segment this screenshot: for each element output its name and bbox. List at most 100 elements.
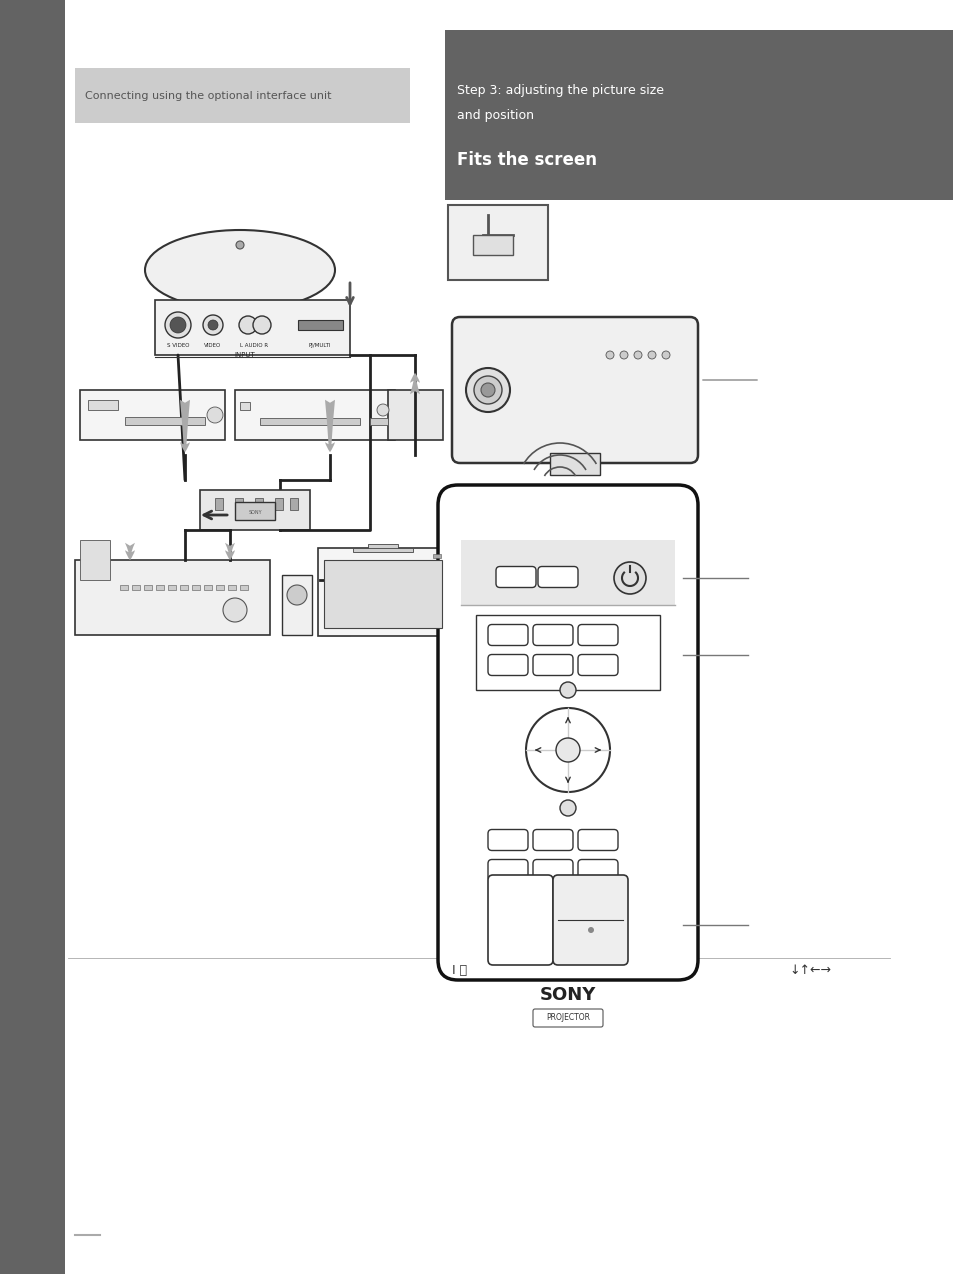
- Bar: [282, 575, 312, 634]
- FancyBboxPatch shape: [578, 624, 618, 646]
- Bar: [132, 585, 140, 590]
- Bar: [214, 498, 223, 510]
- Bar: [120, 585, 128, 590]
- Circle shape: [239, 316, 256, 334]
- FancyBboxPatch shape: [533, 655, 573, 675]
- Circle shape: [465, 368, 510, 412]
- Circle shape: [235, 241, 244, 248]
- Circle shape: [619, 352, 627, 359]
- Bar: [192, 585, 200, 590]
- Text: SONY: SONY: [248, 510, 261, 515]
- Bar: [539, 490, 609, 496]
- Bar: [550, 454, 599, 475]
- Circle shape: [165, 312, 191, 338]
- FancyBboxPatch shape: [578, 829, 618, 851]
- Bar: [156, 585, 164, 590]
- FancyBboxPatch shape: [578, 860, 618, 880]
- Bar: [368, 544, 397, 550]
- Bar: [228, 585, 235, 590]
- FancyBboxPatch shape: [533, 1009, 602, 1027]
- Bar: [88, 400, 118, 410]
- Circle shape: [605, 352, 614, 359]
- Circle shape: [207, 406, 223, 423]
- Bar: [204, 585, 212, 590]
- Bar: [240, 403, 250, 410]
- FancyBboxPatch shape: [452, 317, 698, 462]
- Text: I ⏻: I ⏻: [452, 963, 467, 976]
- Bar: [444, 31, 953, 200]
- Bar: [144, 585, 152, 590]
- Bar: [154, 299, 350, 355]
- Bar: [0, 0, 65, 1274]
- Bar: [180, 585, 188, 590]
- Bar: [260, 418, 359, 426]
- Bar: [215, 585, 224, 590]
- Ellipse shape: [145, 231, 335, 310]
- Bar: [473, 234, 513, 255]
- Bar: [297, 320, 343, 330]
- Text: S VIDEO: S VIDEO: [167, 343, 189, 348]
- FancyBboxPatch shape: [578, 655, 618, 675]
- FancyBboxPatch shape: [488, 875, 553, 964]
- Circle shape: [170, 317, 186, 333]
- Text: ↓↑←→: ↓↑←→: [788, 963, 830, 976]
- Bar: [240, 585, 248, 590]
- Circle shape: [203, 315, 223, 335]
- Bar: [274, 498, 283, 510]
- Bar: [448, 205, 547, 280]
- Bar: [168, 585, 175, 590]
- FancyBboxPatch shape: [496, 567, 536, 587]
- Text: PJ/MULTI: PJ/MULTI: [309, 343, 331, 348]
- FancyBboxPatch shape: [533, 860, 573, 880]
- Circle shape: [559, 800, 576, 817]
- Text: VIDEO: VIDEO: [204, 343, 221, 348]
- Text: Connecting using the optional interface unit: Connecting using the optional interface …: [85, 90, 331, 101]
- Circle shape: [548, 575, 557, 582]
- FancyBboxPatch shape: [488, 829, 527, 851]
- Circle shape: [325, 585, 345, 605]
- Circle shape: [647, 352, 656, 359]
- Circle shape: [614, 562, 645, 594]
- Bar: [476, 615, 659, 691]
- Text: INPUT: INPUT: [234, 352, 255, 358]
- Text: and position: and position: [456, 108, 534, 121]
- Circle shape: [556, 738, 579, 762]
- Circle shape: [587, 927, 594, 933]
- Bar: [80, 390, 225, 440]
- FancyBboxPatch shape: [488, 860, 527, 880]
- Bar: [353, 548, 413, 552]
- Circle shape: [661, 352, 669, 359]
- Circle shape: [223, 598, 247, 622]
- FancyBboxPatch shape: [553, 875, 627, 964]
- Circle shape: [376, 404, 389, 417]
- Bar: [370, 418, 388, 426]
- FancyBboxPatch shape: [537, 567, 578, 587]
- Bar: [254, 498, 263, 510]
- Text: L AUDIO R: L AUDIO R: [240, 343, 268, 348]
- Bar: [460, 540, 675, 605]
- Text: PROJECTOR: PROJECTOR: [545, 1014, 589, 1023]
- Bar: [290, 498, 297, 510]
- Bar: [75, 68, 410, 124]
- Text: Step 3: adjusting the picture size: Step 3: adjusting the picture size: [456, 84, 663, 97]
- Bar: [433, 554, 440, 558]
- FancyBboxPatch shape: [488, 624, 527, 646]
- Circle shape: [525, 708, 609, 792]
- Bar: [125, 417, 205, 426]
- Circle shape: [253, 316, 271, 334]
- Circle shape: [287, 585, 307, 605]
- Text: Fits the screen: Fits the screen: [456, 152, 597, 169]
- Bar: [324, 561, 441, 628]
- Bar: [80, 540, 110, 580]
- Bar: [200, 490, 310, 530]
- Text: SONY: SONY: [539, 986, 596, 1004]
- Circle shape: [559, 682, 576, 698]
- Circle shape: [480, 383, 495, 397]
- Bar: [234, 390, 395, 440]
- FancyBboxPatch shape: [437, 485, 698, 980]
- FancyBboxPatch shape: [533, 624, 573, 646]
- FancyBboxPatch shape: [533, 829, 573, 851]
- Bar: [388, 390, 442, 440]
- Circle shape: [474, 376, 501, 404]
- Bar: [319, 575, 350, 634]
